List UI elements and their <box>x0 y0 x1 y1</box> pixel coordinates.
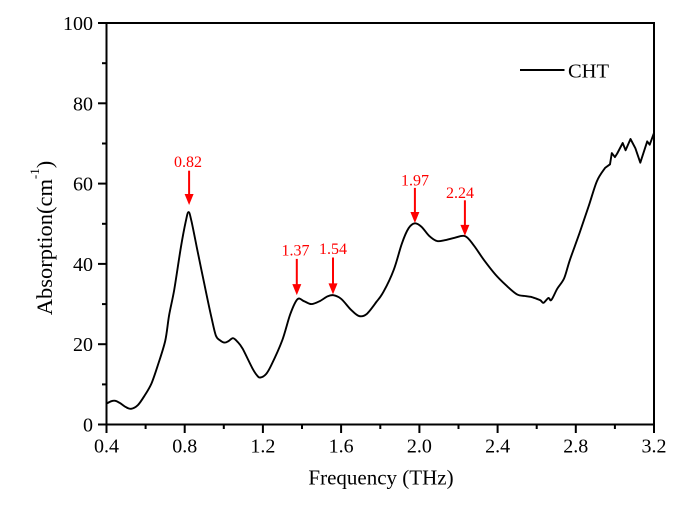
svg-text:2.4: 2.4 <box>485 436 510 458</box>
svg-text:3.2: 3.2 <box>642 436 667 458</box>
svg-text:1.54: 1.54 <box>319 241 347 258</box>
svg-text:Frequency (THz): Frequency (THz) <box>308 466 453 490</box>
svg-text:0: 0 <box>83 415 93 437</box>
svg-text:0.82: 0.82 <box>174 154 202 171</box>
svg-text:20: 20 <box>73 334 93 356</box>
svg-text:2.24: 2.24 <box>446 185 474 202</box>
svg-text:Absorption(cm-1): Absorption(cm-1) <box>27 161 57 316</box>
svg-text:100: 100 <box>63 13 93 35</box>
svg-text:1.37: 1.37 <box>282 243 310 260</box>
svg-text:1.2: 1.2 <box>250 436 275 458</box>
svg-text:40: 40 <box>73 254 93 276</box>
svg-text:0.4: 0.4 <box>94 436 119 458</box>
svg-text:1.6: 1.6 <box>329 436 354 458</box>
svg-text:CHT: CHT <box>568 60 609 82</box>
svg-text:1.97: 1.97 <box>401 173 429 190</box>
svg-text:2.8: 2.8 <box>563 436 588 458</box>
svg-text:80: 80 <box>73 93 93 115</box>
svg-text:2.0: 2.0 <box>407 436 432 458</box>
svg-text:0.8: 0.8 <box>172 436 197 458</box>
svg-text:60: 60 <box>73 174 93 196</box>
